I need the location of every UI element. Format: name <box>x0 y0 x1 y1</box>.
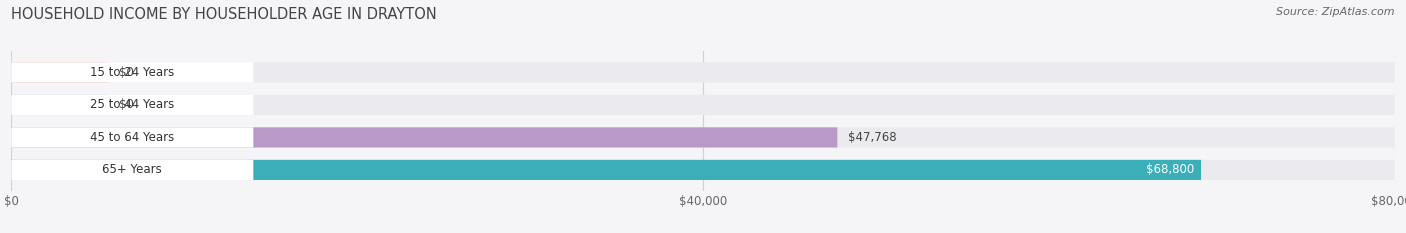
FancyBboxPatch shape <box>11 160 1201 180</box>
Text: 45 to 64 Years: 45 to 64 Years <box>90 131 174 144</box>
Text: $68,800: $68,800 <box>1146 163 1194 176</box>
FancyBboxPatch shape <box>11 62 108 82</box>
FancyBboxPatch shape <box>11 62 1395 82</box>
Text: $0: $0 <box>120 98 134 111</box>
Text: 65+ Years: 65+ Years <box>103 163 162 176</box>
FancyBboxPatch shape <box>11 95 253 115</box>
FancyBboxPatch shape <box>11 95 108 115</box>
FancyBboxPatch shape <box>11 127 1395 147</box>
Text: HOUSEHOLD INCOME BY HOUSEHOLDER AGE IN DRAYTON: HOUSEHOLD INCOME BY HOUSEHOLDER AGE IN D… <box>11 7 437 22</box>
FancyBboxPatch shape <box>11 160 1395 180</box>
Text: 15 to 24 Years: 15 to 24 Years <box>90 66 174 79</box>
FancyBboxPatch shape <box>11 127 838 147</box>
FancyBboxPatch shape <box>11 127 253 147</box>
Text: Source: ZipAtlas.com: Source: ZipAtlas.com <box>1277 7 1395 17</box>
Text: $47,768: $47,768 <box>848 131 897 144</box>
FancyBboxPatch shape <box>11 62 253 82</box>
FancyBboxPatch shape <box>11 95 1395 115</box>
Text: $0: $0 <box>120 66 134 79</box>
Text: 25 to 44 Years: 25 to 44 Years <box>90 98 174 111</box>
FancyBboxPatch shape <box>11 160 253 180</box>
